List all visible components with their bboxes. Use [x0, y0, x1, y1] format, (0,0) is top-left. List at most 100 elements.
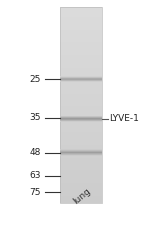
- Bar: [60, 106, 102, 107]
- Bar: [60, 121, 102, 122]
- Bar: [60, 126, 102, 127]
- Bar: [60, 89, 102, 90]
- Bar: [60, 57, 102, 58]
- Bar: [60, 120, 102, 121]
- Bar: [60, 80, 102, 81]
- Bar: [60, 152, 102, 153]
- Bar: [60, 81, 102, 82]
- Bar: [60, 122, 102, 123]
- Bar: [60, 130, 102, 131]
- Bar: [60, 167, 102, 168]
- Bar: [60, 125, 102, 126]
- Bar: [60, 46, 102, 47]
- Bar: [60, 77, 102, 78]
- Bar: [60, 90, 102, 91]
- Bar: [60, 86, 102, 87]
- Bar: [60, 150, 102, 151]
- Bar: [60, 12, 102, 13]
- Bar: [60, 111, 102, 112]
- Bar: [60, 202, 102, 203]
- Bar: [60, 121, 102, 122]
- Bar: [60, 185, 102, 186]
- Bar: [60, 117, 102, 118]
- Bar: [60, 120, 102, 121]
- Bar: [60, 149, 102, 150]
- Bar: [60, 173, 102, 174]
- Bar: [60, 150, 102, 151]
- Bar: [60, 39, 102, 40]
- Bar: [60, 10, 102, 11]
- Bar: [60, 129, 102, 130]
- Bar: [60, 182, 102, 183]
- Bar: [60, 97, 102, 98]
- Bar: [60, 93, 102, 94]
- Bar: [60, 155, 102, 156]
- Bar: [60, 163, 102, 164]
- Bar: [60, 33, 102, 34]
- Bar: [60, 156, 102, 157]
- Bar: [60, 175, 102, 176]
- Bar: [60, 15, 102, 16]
- Bar: [60, 119, 102, 120]
- Bar: [60, 103, 102, 104]
- Bar: [60, 31, 102, 32]
- Bar: [60, 18, 102, 19]
- Bar: [60, 127, 102, 128]
- Text: 25: 25: [29, 75, 40, 84]
- Bar: [60, 112, 102, 113]
- Bar: [60, 75, 102, 76]
- Bar: [60, 107, 102, 108]
- Bar: [60, 28, 102, 29]
- Bar: [60, 68, 102, 69]
- Bar: [60, 108, 102, 109]
- Bar: [60, 179, 102, 180]
- Bar: [60, 99, 102, 100]
- Bar: [60, 180, 102, 181]
- Bar: [60, 122, 102, 123]
- Bar: [60, 116, 102, 117]
- Bar: [60, 102, 102, 103]
- Bar: [60, 121, 102, 122]
- Bar: [60, 7, 102, 8]
- Bar: [60, 110, 102, 111]
- Bar: [60, 133, 102, 134]
- Bar: [60, 176, 102, 177]
- Bar: [60, 172, 102, 173]
- Bar: [60, 37, 102, 38]
- Bar: [60, 131, 102, 132]
- Bar: [60, 191, 102, 192]
- Bar: [60, 168, 102, 169]
- Bar: [60, 24, 102, 25]
- Bar: [60, 78, 102, 79]
- Bar: [60, 18, 102, 19]
- Bar: [60, 13, 102, 14]
- Bar: [60, 152, 102, 153]
- Bar: [60, 92, 102, 93]
- Bar: [60, 132, 102, 133]
- Bar: [60, 118, 102, 119]
- Bar: [60, 137, 102, 138]
- Bar: [60, 149, 102, 150]
- Bar: [60, 186, 102, 187]
- Bar: [60, 198, 102, 199]
- Bar: [60, 77, 102, 78]
- Bar: [60, 25, 102, 26]
- Text: lung: lung: [71, 187, 92, 206]
- Bar: [60, 149, 102, 150]
- Bar: [60, 163, 102, 164]
- Bar: [60, 164, 102, 165]
- Bar: [60, 159, 102, 160]
- Bar: [60, 118, 102, 119]
- Bar: [60, 35, 102, 36]
- Bar: [60, 66, 102, 67]
- Bar: [60, 135, 102, 136]
- Bar: [60, 176, 102, 177]
- Bar: [60, 79, 102, 80]
- Bar: [60, 9, 102, 10]
- Bar: [60, 154, 102, 155]
- Bar: [60, 187, 102, 188]
- Bar: [60, 56, 102, 57]
- Bar: [60, 52, 102, 53]
- Bar: [60, 162, 102, 163]
- Bar: [60, 54, 102, 55]
